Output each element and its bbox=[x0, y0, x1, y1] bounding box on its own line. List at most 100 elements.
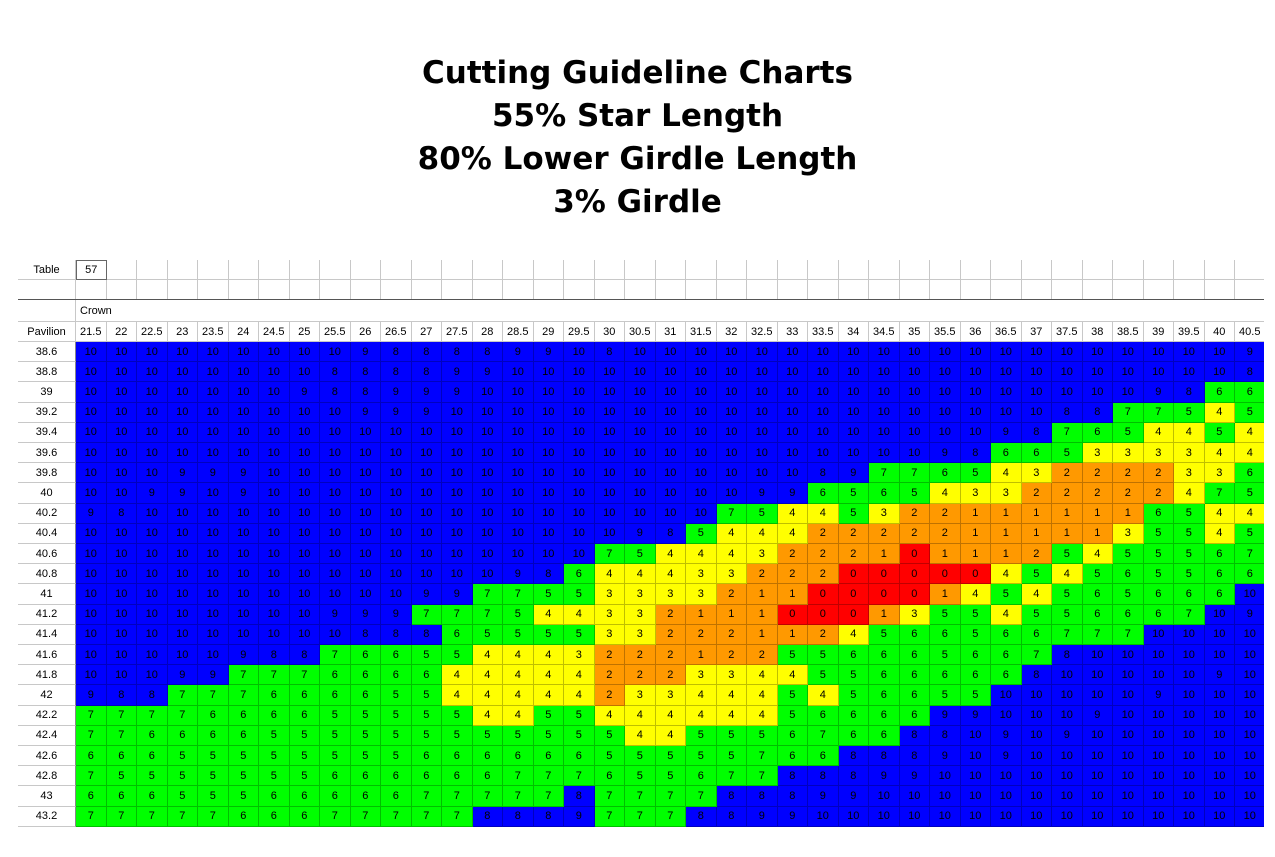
heatmap-cell: 2 bbox=[1143, 483, 1174, 504]
heatmap-cell: 5 bbox=[594, 725, 625, 746]
heatmap-cell: 6 bbox=[259, 685, 290, 706]
x-tick-label: 34 bbox=[838, 322, 869, 342]
x-axis-label: Crown bbox=[76, 300, 1264, 322]
heatmap-cell: 3 bbox=[686, 584, 717, 605]
heatmap-cell: 1 bbox=[869, 604, 900, 625]
heatmap-cell: 2 bbox=[747, 645, 778, 666]
heatmap-cell: 9 bbox=[228, 483, 259, 504]
y-tick-label: 39.8 bbox=[18, 463, 76, 484]
heatmap-cell: 10 bbox=[320, 584, 351, 605]
heatmap-cell: 4 bbox=[1174, 422, 1205, 443]
heatmap-cell: 10 bbox=[503, 463, 534, 484]
heatmap-cell: 2 bbox=[594, 685, 625, 706]
heatmap-cell: 7 bbox=[564, 766, 595, 787]
heatmap-cell: 5 bbox=[655, 766, 686, 787]
heatmap-cell: 9 bbox=[76, 685, 107, 706]
heatmap-cell: 5 bbox=[167, 786, 198, 807]
y-tick-label: 39.6 bbox=[18, 443, 76, 464]
heatmap-cell: 6 bbox=[411, 746, 442, 767]
heatmap-cell: 9 bbox=[960, 705, 991, 726]
heatmap-cell: 7 bbox=[1174, 604, 1205, 625]
heatmap-cell: 6 bbox=[777, 725, 808, 746]
empty-cell bbox=[1235, 260, 1264, 280]
heatmap-cell: 10 bbox=[930, 362, 961, 383]
heatmap-cell: 10 bbox=[198, 645, 229, 666]
x-tick-label: 35.5 bbox=[930, 322, 961, 342]
heatmap-cell: 10 bbox=[320, 402, 351, 423]
heatmap-cell: 7 bbox=[1052, 422, 1083, 443]
heatmap-cell: 10 bbox=[1143, 725, 1174, 746]
heatmap-cell: 10 bbox=[1204, 786, 1235, 807]
heatmap-cell: 9 bbox=[747, 483, 778, 504]
empty-cell bbox=[1113, 280, 1144, 300]
heatmap-cell: 3 bbox=[625, 584, 656, 605]
heatmap-cell: 8 bbox=[564, 786, 595, 807]
heatmap-cell: 10 bbox=[289, 483, 320, 504]
heatmap-cell: 10 bbox=[106, 342, 137, 363]
heatmap-cell: 5 bbox=[411, 645, 442, 666]
x-tick-label: 23 bbox=[167, 322, 198, 342]
heatmap-cell: 5 bbox=[533, 725, 564, 746]
heatmap-cell: 6 bbox=[137, 786, 168, 807]
heatmap-cell: 4 bbox=[503, 665, 534, 686]
heatmap-cell: 5 bbox=[930, 645, 961, 666]
heatmap-cell: 1 bbox=[991, 523, 1022, 544]
heatmap-cell: 8 bbox=[808, 463, 839, 484]
heatmap-cell: 8 bbox=[1021, 422, 1052, 443]
heatmap-cell: 8 bbox=[777, 786, 808, 807]
heatmap-cell: 5 bbox=[381, 685, 412, 706]
heatmap-cell: 10 bbox=[76, 463, 107, 484]
heatmap-cell: 10 bbox=[1204, 746, 1235, 767]
heatmap-cell: 2 bbox=[808, 564, 839, 585]
heatmap-cell: 6 bbox=[1143, 584, 1174, 605]
heatmap-cell: 10 bbox=[198, 523, 229, 544]
heatmap-cell: 5 bbox=[777, 645, 808, 666]
heatmap-cell: 4 bbox=[625, 705, 656, 726]
heatmap-cell: 10 bbox=[1052, 342, 1083, 363]
heatmap-cell: 10 bbox=[411, 503, 442, 524]
heatmap-cell: 7 bbox=[76, 806, 107, 827]
heatmap-cell: 9 bbox=[198, 463, 229, 484]
heatmap-cell: 2 bbox=[808, 523, 839, 544]
heatmap-cell: 10 bbox=[137, 362, 168, 383]
heatmap-cell: 10 bbox=[228, 503, 259, 524]
heatmap-cell: 8 bbox=[777, 766, 808, 787]
empty-cell bbox=[228, 280, 259, 300]
heatmap-cell: 10 bbox=[503, 503, 534, 524]
heatmap-cell: 10 bbox=[1113, 786, 1144, 807]
heatmap-cell: 10 bbox=[960, 746, 991, 767]
heatmap-cell: 10 bbox=[106, 382, 137, 403]
heatmap-cell: 6 bbox=[869, 705, 900, 726]
empty-cell bbox=[533, 280, 564, 300]
heatmap-cell: 6 bbox=[1204, 382, 1235, 403]
heatmap-cell: 6 bbox=[930, 624, 961, 645]
heatmap-cell: 10 bbox=[167, 362, 198, 383]
heatmap-cell: 6 bbox=[289, 806, 320, 827]
heatmap-cell: 6 bbox=[1113, 564, 1144, 585]
heatmap-cell: 10 bbox=[869, 402, 900, 423]
heatmap-cell: 1 bbox=[930, 544, 961, 565]
heatmap-cell: 10 bbox=[1143, 705, 1174, 726]
heatmap-cell: 1 bbox=[930, 584, 961, 605]
heatmap-cell: 10 bbox=[930, 786, 961, 807]
heatmap-cell: 10 bbox=[167, 503, 198, 524]
x-tick-label: 37 bbox=[1021, 322, 1052, 342]
heatmap-cell: 10 bbox=[411, 443, 442, 464]
y-tick-label: 41 bbox=[18, 584, 76, 605]
heatmap-cell: 7 bbox=[198, 685, 229, 706]
heatmap-cell: 5 bbox=[564, 624, 595, 645]
heatmap-cell: 9 bbox=[747, 806, 778, 827]
empty-cell bbox=[899, 260, 930, 280]
heatmap-cell: 7 bbox=[1143, 402, 1174, 423]
heatmap-cell: 10 bbox=[1204, 685, 1235, 706]
x-tick-label: 40 bbox=[1204, 322, 1235, 342]
x-tick-label: 38 bbox=[1082, 322, 1113, 342]
heatmap-cell: 7 bbox=[1082, 624, 1113, 645]
heatmap-cell: 10 bbox=[1235, 685, 1264, 706]
heatmap-cell: 5 bbox=[960, 604, 991, 625]
heatmap-cell: 10 bbox=[442, 422, 473, 443]
empty-cell bbox=[869, 280, 900, 300]
heatmap-cell: 3 bbox=[1143, 443, 1174, 464]
empty-cell bbox=[625, 280, 656, 300]
heatmap-cell: 4 bbox=[747, 523, 778, 544]
